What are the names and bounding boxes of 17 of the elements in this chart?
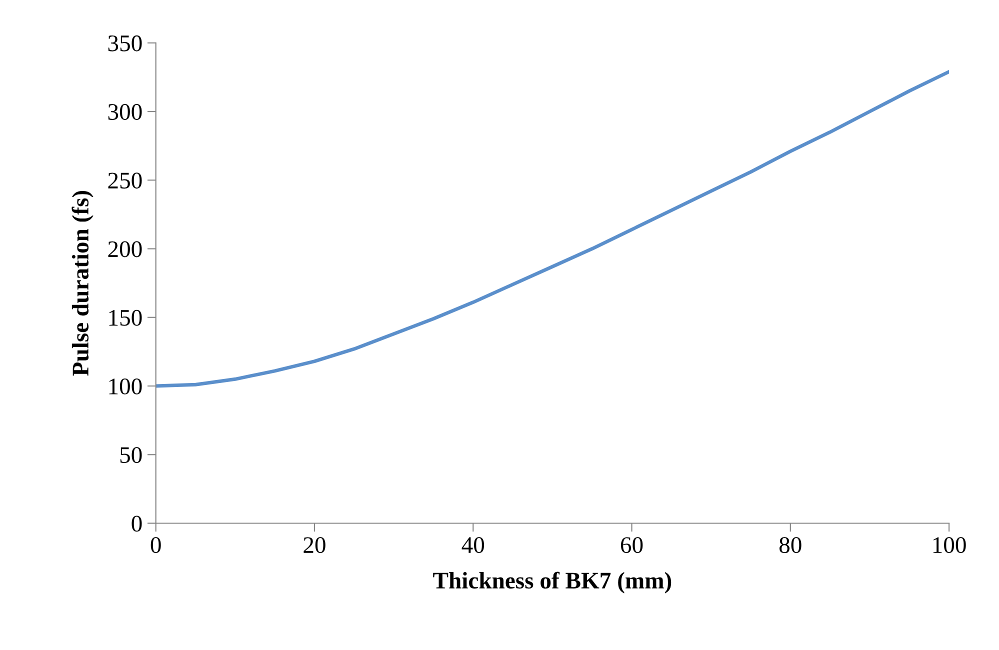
x-tick-label: 40 <box>462 537 484 554</box>
x-tick-label: 80 <box>780 537 802 554</box>
y-tick-label: 150 <box>109 310 142 326</box>
x-tick-label: 100 <box>933 537 966 554</box>
x-tick-label: 0 <box>150 537 161 554</box>
y-axis-title: Pulse duration (fs) <box>72 190 94 376</box>
y-tick-label: 300 <box>108 104 142 120</box>
y-tick-label: 200 <box>108 241 142 258</box>
y-tick-label: 350 <box>108 35 142 52</box>
y-tick-label: 250 <box>108 172 142 189</box>
line-series <box>156 70 950 388</box>
x-tick-label: 20 <box>304 537 326 554</box>
y-tick-label: 0 <box>132 516 142 532</box>
x-tick-label: 60 <box>620 537 643 554</box>
x-axis-title: Thickness of BK7 (mm) <box>433 572 672 594</box>
y-tick-label: 50 <box>120 447 142 464</box>
y-tick-label: 100 <box>109 378 142 394</box>
